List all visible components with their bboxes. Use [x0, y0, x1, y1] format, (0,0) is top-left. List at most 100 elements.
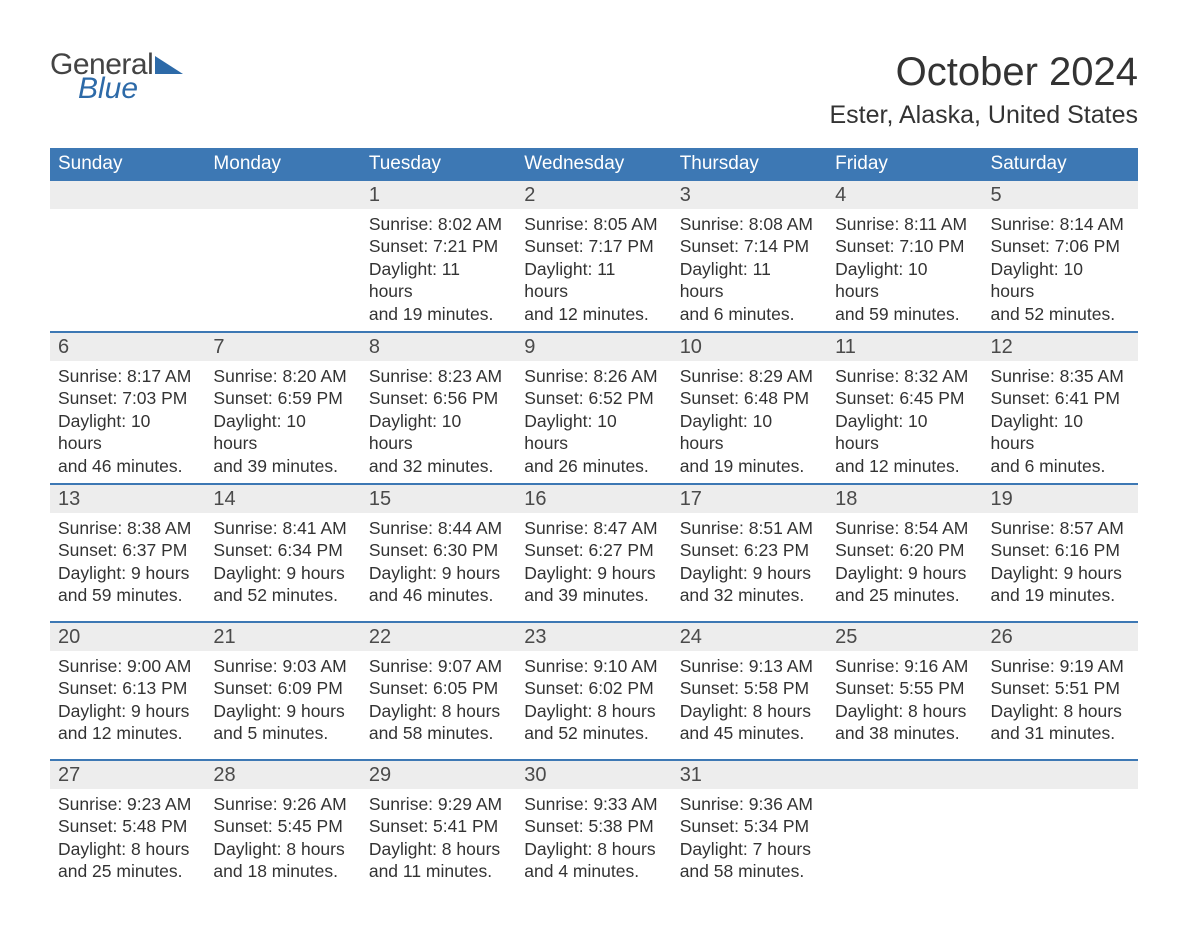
- day-line: Sunrise: 9:36 AM: [680, 793, 819, 815]
- day-line: Sunset: 6:41 PM: [991, 387, 1130, 409]
- day-line: and 59 minutes.: [58, 584, 197, 606]
- day-line: [213, 235, 352, 257]
- day-cell: [827, 759, 982, 897]
- day-body: Sunrise: 8:44 AMSunset: 6:30 PMDaylight:…: [361, 513, 516, 613]
- day-line: Daylight: 8 hours: [369, 700, 508, 722]
- day-body: Sunrise: 8:26 AMSunset: 6:52 PMDaylight:…: [516, 361, 671, 483]
- day-line: Daylight: 9 hours: [58, 562, 197, 584]
- title-block: October 2024 Ester, Alaska, United State…: [830, 50, 1139, 130]
- day-line: Sunset: 5:48 PM: [58, 815, 197, 837]
- day-line: Sunrise: 8:14 AM: [991, 213, 1130, 235]
- day-cell: 16Sunrise: 8:47 AMSunset: 6:27 PMDayligh…: [516, 483, 671, 621]
- day-body: Sunrise: 9:36 AMSunset: 5:34 PMDaylight:…: [672, 789, 827, 889]
- day-cell: 17Sunrise: 8:51 AMSunset: 6:23 PMDayligh…: [672, 483, 827, 621]
- day-line: [58, 235, 197, 257]
- day-line: Sunrise: 8:20 AM: [213, 365, 352, 387]
- day-cell: 14Sunrise: 8:41 AMSunset: 6:34 PMDayligh…: [205, 483, 360, 621]
- day-line: Sunrise: 9:13 AM: [680, 655, 819, 677]
- day-number: [827, 761, 982, 789]
- day-line: Sunrise: 9:23 AM: [58, 793, 197, 815]
- day-line: Sunrise: 8:44 AM: [369, 517, 508, 539]
- day-body: Sunrise: 9:29 AMSunset: 5:41 PMDaylight:…: [361, 789, 516, 889]
- day-line: and 58 minutes.: [680, 860, 819, 882]
- day-cell: 15Sunrise: 8:44 AMSunset: 6:30 PMDayligh…: [361, 483, 516, 621]
- day-number: 17: [672, 485, 827, 513]
- day-body: Sunrise: 8:23 AMSunset: 6:56 PMDaylight:…: [361, 361, 516, 483]
- day-body: Sunrise: 8:11 AMSunset: 7:10 PMDaylight:…: [827, 209, 982, 331]
- day-line: Daylight: 9 hours: [991, 562, 1130, 584]
- day-line: and 52 minutes.: [991, 303, 1130, 325]
- day-line: [991, 838, 1130, 860]
- day-line: and 52 minutes.: [213, 584, 352, 606]
- day-body: Sunrise: 8:29 AMSunset: 6:48 PMDaylight:…: [672, 361, 827, 483]
- day-cell: 25Sunrise: 9:16 AMSunset: 5:55 PMDayligh…: [827, 621, 982, 759]
- day-line: [835, 838, 974, 860]
- day-cell: 24Sunrise: 9:13 AMSunset: 5:58 PMDayligh…: [672, 621, 827, 759]
- day-cell: 7Sunrise: 8:20 AMSunset: 6:59 PMDaylight…: [205, 331, 360, 483]
- location-subtitle: Ester, Alaska, United States: [830, 101, 1139, 130]
- day-line: Sunrise: 8:02 AM: [369, 213, 508, 235]
- day-line: [991, 793, 1130, 815]
- day-line: Sunrise: 8:29 AM: [680, 365, 819, 387]
- day-line: Daylight: 8 hours: [524, 838, 663, 860]
- day-line: Sunset: 7:14 PM: [680, 235, 819, 257]
- day-line: Sunrise: 9:00 AM: [58, 655, 197, 677]
- day-line: Sunrise: 8:26 AM: [524, 365, 663, 387]
- day-number: 12: [983, 333, 1138, 361]
- day-line: Daylight: 10 hours: [835, 410, 974, 455]
- day-body: Sunrise: 9:13 AMSunset: 5:58 PMDaylight:…: [672, 651, 827, 751]
- day-line: and 39 minutes.: [213, 455, 352, 477]
- day-line: Sunset: 5:45 PM: [213, 815, 352, 837]
- day-number: 23: [516, 623, 671, 651]
- day-number: 24: [672, 623, 827, 651]
- day-line: and 19 minutes.: [991, 584, 1130, 606]
- day-body: Sunrise: 8:20 AMSunset: 6:59 PMDaylight:…: [205, 361, 360, 483]
- day-cell: 13Sunrise: 8:38 AMSunset: 6:37 PMDayligh…: [50, 483, 205, 621]
- day-line: Daylight: 10 hours: [835, 258, 974, 303]
- day-cell: [50, 181, 205, 331]
- day-line: and 11 minutes.: [369, 860, 508, 882]
- day-number: 7: [205, 333, 360, 361]
- day-cell: 30Sunrise: 9:33 AMSunset: 5:38 PMDayligh…: [516, 759, 671, 897]
- day-line: Sunrise: 8:38 AM: [58, 517, 197, 539]
- day-number: 5: [983, 181, 1138, 209]
- day-number: 10: [672, 333, 827, 361]
- day-body: Sunrise: 8:17 AMSunset: 7:03 PMDaylight:…: [50, 361, 205, 483]
- day-body: [983, 789, 1138, 889]
- day-line: [58, 258, 197, 280]
- day-line: [835, 815, 974, 837]
- day-line: Sunrise: 8:23 AM: [369, 365, 508, 387]
- day-body: Sunrise: 9:07 AMSunset: 6:05 PMDaylight:…: [361, 651, 516, 751]
- day-cell: 6Sunrise: 8:17 AMSunset: 7:03 PMDaylight…: [50, 331, 205, 483]
- day-body: Sunrise: 9:33 AMSunset: 5:38 PMDaylight:…: [516, 789, 671, 889]
- day-cell: 31Sunrise: 9:36 AMSunset: 5:34 PMDayligh…: [672, 759, 827, 897]
- day-cell: 21Sunrise: 9:03 AMSunset: 6:09 PMDayligh…: [205, 621, 360, 759]
- day-line: and 52 minutes.: [524, 722, 663, 744]
- day-cell: 11Sunrise: 8:32 AMSunset: 6:45 PMDayligh…: [827, 331, 982, 483]
- day-number: 14: [205, 485, 360, 513]
- day-body: Sunrise: 9:26 AMSunset: 5:45 PMDaylight:…: [205, 789, 360, 889]
- week-row: 13Sunrise: 8:38 AMSunset: 6:37 PMDayligh…: [50, 483, 1138, 621]
- day-line: Sunset: 6:52 PM: [524, 387, 663, 409]
- day-body: Sunrise: 8:47 AMSunset: 6:27 PMDaylight:…: [516, 513, 671, 613]
- day-line: and 32 minutes.: [369, 455, 508, 477]
- day-line: Sunrise: 8:05 AM: [524, 213, 663, 235]
- day-line: Sunrise: 9:29 AM: [369, 793, 508, 815]
- dayname-monday: Monday: [205, 148, 360, 181]
- day-line: and 12 minutes.: [58, 722, 197, 744]
- dayname-wednesday: Wednesday: [516, 148, 671, 181]
- day-line: Daylight: 8 hours: [524, 700, 663, 722]
- day-line: Sunset: 6:27 PM: [524, 539, 663, 561]
- day-line: and 6 minutes.: [680, 303, 819, 325]
- day-number: 6: [50, 333, 205, 361]
- day-line: [58, 213, 197, 235]
- day-line: Sunrise: 9:33 AM: [524, 793, 663, 815]
- day-number: 1: [361, 181, 516, 209]
- day-line: Sunset: 5:55 PM: [835, 677, 974, 699]
- day-body: Sunrise: 8:41 AMSunset: 6:34 PMDaylight:…: [205, 513, 360, 613]
- day-line: and 19 minutes.: [680, 455, 819, 477]
- calendar-page: General Blue October 2024 Ester, Alaska,…: [0, 0, 1188, 937]
- day-line: Daylight: 10 hours: [680, 410, 819, 455]
- day-number: 20: [50, 623, 205, 651]
- day-line: Sunset: 6:48 PM: [680, 387, 819, 409]
